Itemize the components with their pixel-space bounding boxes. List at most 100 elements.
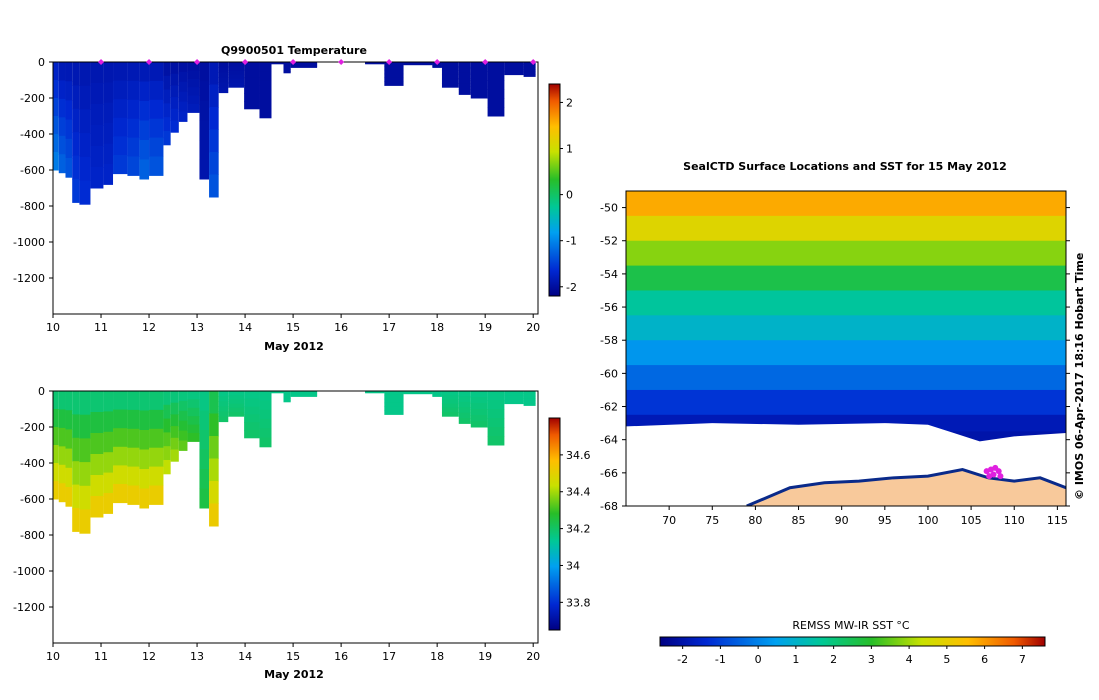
salinity-profile-bar	[283, 396, 291, 399]
temperature-profile-bar	[290, 63, 318, 66]
salinity-profile-bar	[470, 409, 488, 416]
temperature-profile-bar	[244, 62, 260, 71]
salinity-profile-bar	[365, 392, 385, 394]
sst-map-x-ticks: 70 75 80 85 90 95 100 105 110 115	[662, 506, 1068, 527]
salinity-profile-bar	[139, 391, 150, 411]
salinity-profile-bar	[218, 411, 229, 417]
sst-band	[626, 290, 1066, 317]
temperature-profile-bar	[384, 81, 404, 86]
salinity-profile-bar	[209, 436, 219, 459]
temperature-profile-bar	[199, 101, 210, 121]
temperature-profile-bar	[149, 156, 164, 176]
salinity-profile-bar	[79, 509, 91, 534]
temperature-profile-bar	[53, 80, 59, 99]
salinity-profile-bar	[441, 391, 459, 396]
salinity-profile-bar	[432, 393, 442, 396]
salinity-y-tick-label: -1000	[13, 565, 45, 578]
temperature-profile-bar	[170, 85, 179, 98]
temperature-x-tick-label: 12	[142, 321, 156, 334]
temperature-profile-bar	[79, 109, 91, 134]
salinity-profile-bar	[487, 427, 505, 437]
salinity-y-ticks: 0 -200 -400 -600 -800 -1000 -1200	[13, 385, 53, 614]
seal-ctd-point	[995, 468, 1002, 475]
sst-map-y-tick-label: -52	[600, 235, 618, 248]
temperature-profile-bar	[209, 107, 219, 130]
seal-ctd-locations	[983, 464, 1004, 480]
temperature-title: Q9900501 Temperature	[221, 44, 367, 57]
salinity-profile-bar	[139, 410, 150, 431]
salinity-profile-bar	[458, 418, 471, 424]
salinity-profile-bar	[163, 432, 171, 447]
salinity-profile-bar	[187, 424, 200, 434]
temperature-profile-bar	[487, 107, 505, 117]
salinity-profile-bar	[65, 467, 73, 488]
salinity-profile-bar	[290, 393, 318, 396]
salinity-y-tick-label: -800	[20, 529, 45, 542]
temperature-profile-bar	[290, 66, 318, 68]
salinity-x-tick-label: 19	[478, 650, 492, 663]
salinity-profile-bar	[259, 428, 272, 438]
temperature-profile-bar	[523, 64, 536, 68]
seal-ctd-point	[997, 473, 1004, 480]
profile-marker	[386, 59, 393, 65]
salinity-profile-bar	[209, 391, 219, 414]
temperature-profile-bar	[113, 117, 128, 137]
salinity-profile-bar	[53, 427, 59, 446]
temperature-profile-bar	[523, 71, 536, 75]
temperature-profile-bar	[139, 81, 150, 102]
temperature-profile-bar	[283, 62, 291, 65]
sst-colorbar-tick-label: 1	[792, 653, 799, 666]
sst-colorbar	[659, 636, 1046, 647]
temperature-profile-bar	[187, 104, 200, 113]
salinity-x-tick-label: 16	[334, 650, 348, 663]
sst-map-x-tick-label: 95	[878, 514, 892, 527]
temperature-y-ticks: 0 -200 -400 -600 -800 -1000 -1200	[13, 56, 53, 285]
salinity-profile-bar	[187, 407, 200, 417]
temperature-profile-bar	[187, 62, 200, 71]
temperature-profile-bar	[441, 78, 459, 84]
sst-band	[626, 240, 1066, 267]
salinity-profile-bar	[384, 406, 404, 411]
profile-marker	[530, 59, 537, 65]
salinity-chart: 0 -200 -400 -600 -800 -1000 -1200 10 11 12 13 14 15…	[13, 385, 590, 681]
salinity-x-tick-label: 18	[430, 650, 444, 663]
salinity-y-tick-label: -400	[20, 457, 45, 470]
temperature-profile-bar	[290, 62, 318, 65]
salinity-bars	[53, 391, 536, 534]
salinity-profile-bar	[103, 391, 114, 412]
salinity-profile-bar	[187, 416, 200, 426]
temperature-profile-bar	[384, 69, 404, 75]
salinity-profile-bar	[149, 391, 164, 411]
temperature-profile-bar	[163, 131, 171, 146]
temperature-profile-bar	[458, 83, 471, 90]
salinity-profile-bar	[127, 466, 140, 486]
temperature-profile-bar	[244, 85, 260, 94]
salinity-profile-bar	[523, 403, 536, 406]
temperature-profile-bar	[127, 99, 140, 120]
temperature-profile-bar	[487, 80, 505, 90]
profile-marker	[242, 59, 249, 65]
salinity-profile-bar	[209, 503, 219, 527]
salinity-colorbar-ticks: 34.6 34.4 34.2 34 33.8	[560, 449, 591, 609]
temperature-profile-bar	[163, 103, 171, 118]
temperature-profile-bar	[187, 78, 200, 88]
temperature-profile-bar	[470, 92, 488, 99]
sst-map-chart: SealCTD Surface Locations and SST for 15…	[600, 160, 1086, 666]
temperature-profile-bar	[113, 80, 128, 100]
salinity-profile-bar	[523, 393, 536, 397]
temperature-profile-bar	[163, 89, 171, 104]
salinity-profile-bar	[178, 420, 188, 432]
temperature-y-tick-label: -600	[20, 164, 45, 177]
temperature-x-tick-label: 17	[382, 321, 396, 334]
salinity-profile-bar	[72, 484, 80, 509]
salinity-profile-bar	[199, 488, 210, 509]
salinity-profile-bar	[79, 414, 91, 439]
salinity-profile-bar	[403, 393, 433, 395]
salinity-profile-bar	[244, 398, 260, 408]
sst-map-x-tick-label: 110	[1004, 514, 1025, 527]
salinity-profile-bar	[139, 430, 150, 450]
salinity-profile-bar	[470, 397, 488, 404]
temperature-profile-bar	[432, 65, 442, 67]
temperature-profile-bar	[504, 70, 524, 73]
salinity-profile-bar	[523, 391, 536, 394]
